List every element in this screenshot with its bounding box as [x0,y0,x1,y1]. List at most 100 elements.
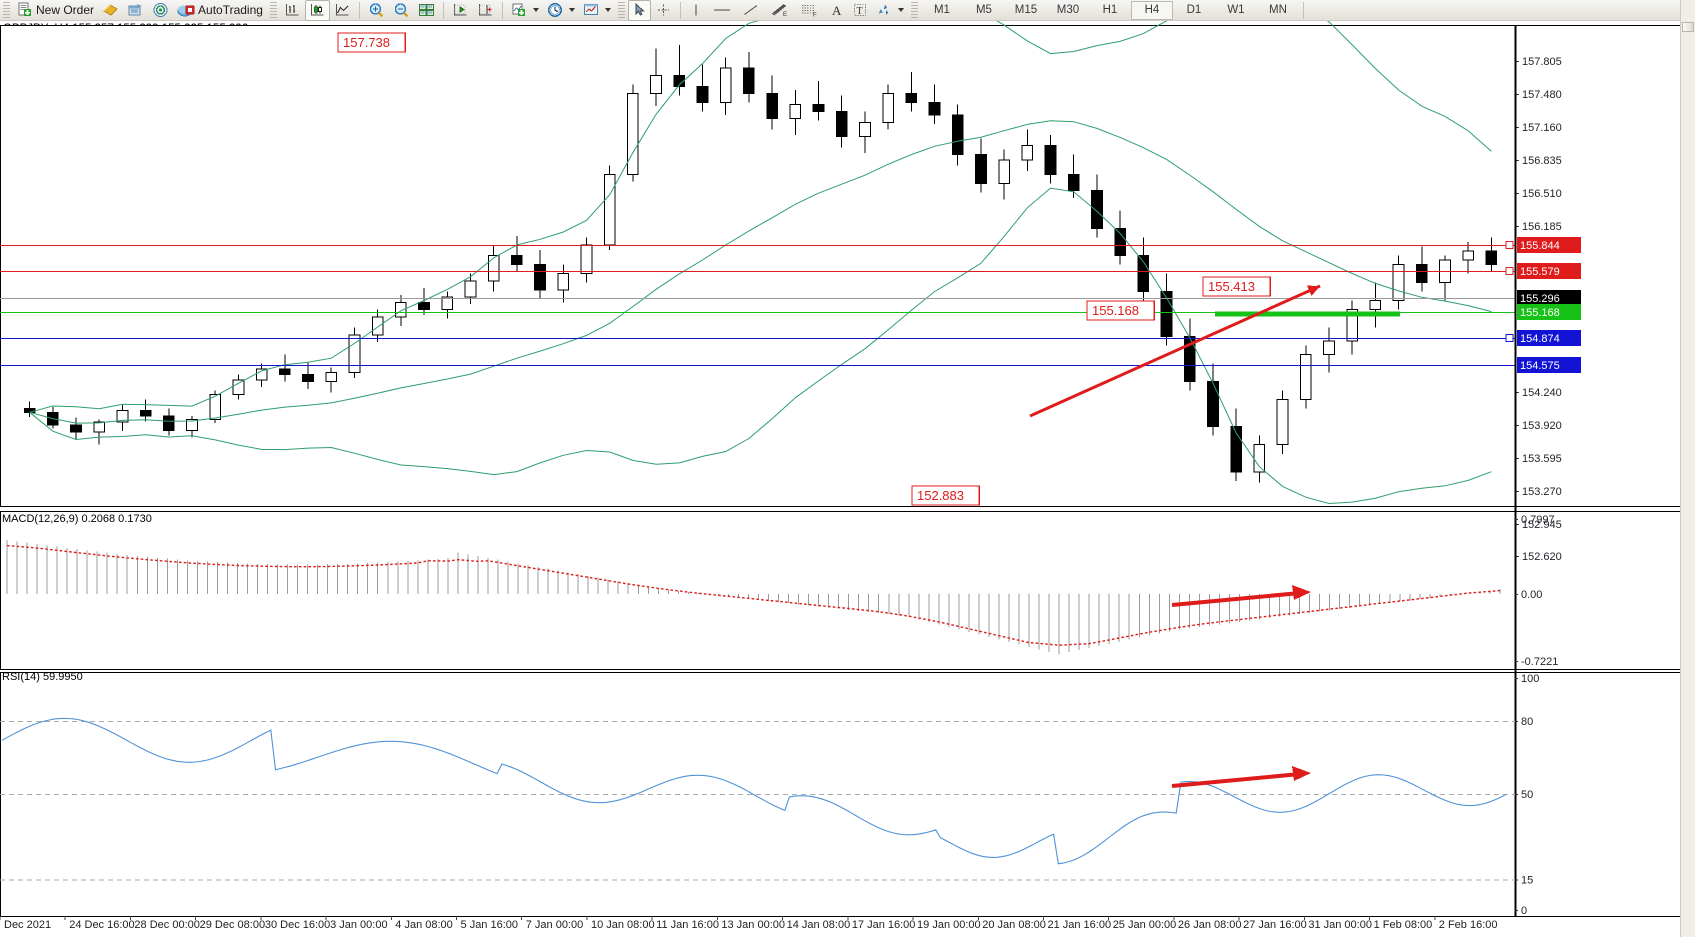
cursor-icon [635,2,645,16]
shapes-dropdown-caret[interactable] [897,8,904,12]
line-studies-grip[interactable] [617,1,625,19]
indicators-icon [512,3,525,16]
svg-text:155.844: 155.844 [1520,240,1560,252]
templates-dropdown-caret[interactable] [604,8,611,12]
signals-button[interactable] [148,0,173,21]
vertical-line-button[interactable] [685,0,707,21]
autotrading-label: AutoTrading [198,3,263,17]
autotrading-icon [177,5,195,17]
period-dropdown-caret[interactable] [568,8,575,12]
timeframe-h1[interactable]: H1 [1102,4,1118,16]
svg-text:156.510: 156.510 [1522,188,1562,200]
svg-text:156.835: 156.835 [1522,155,1562,167]
svg-text:0.00: 0.00 [1521,589,1542,601]
main-toolbar: New Order [0,0,1695,21]
timeframe-h4[interactable]: H4 [1130,0,1173,20]
chart-type-toolbar-grip[interactable] [269,1,277,19]
svg-text:155.168: 155.168 [1092,303,1139,318]
signals-icon [153,3,168,17]
svg-text:153.595: 153.595 [1522,453,1562,465]
svg-text:21 Jan 16:00: 21 Jan 16:00 [1047,919,1111,931]
timeframe-m1[interactable]: M1 [933,4,950,16]
cursor-button[interactable] [627,0,651,21]
svg-text:27 Jan 16:00: 27 Jan 16:00 [1243,919,1307,931]
toolbar-grip[interactable] [3,1,10,19]
svg-text:10 Jan 08:00: 10 Jan 08:00 [591,919,655,931]
toolbar-separator-4 [679,1,681,19]
trendline-button[interactable] [737,0,765,21]
timeframe-d1[interactable]: D1 [1186,4,1202,16]
crosshair-button[interactable] [651,0,676,21]
svg-text:1 Feb 08:00: 1 Feb 08:00 [1374,919,1433,931]
horizontal-line-icon [713,9,730,11]
svg-text:155.168: 155.168 [1520,307,1560,319]
svg-text:20 Jan 08:00: 20 Jan 08:00 [982,919,1046,931]
svg-text:14 Jan 08:00: 14 Jan 08:00 [787,919,851,931]
svg-text:7 Jan 00:00: 7 Jan 00:00 [526,919,584,931]
svg-text:28 Dec 00:00: 28 Dec 00:00 [134,919,199,931]
svg-text:50: 50 [1521,789,1533,801]
line-chart-button[interactable] [330,0,355,21]
fibonacci-icon: F [801,5,817,18]
label-icon: T [853,4,866,17]
bar-chart-button[interactable] [280,0,305,21]
rsi-indicator-title: RSI(14) 59.9950 [2,671,83,683]
templates-button[interactable] [579,0,615,21]
svg-text:154.575: 154.575 [1520,360,1560,372]
vertical-scrollbar[interactable] [1680,0,1695,937]
svg-text:4 Jan 08:00: 4 Jan 08:00 [395,919,453,931]
indicators-button[interactable] [507,0,543,21]
svg-text:157.738: 157.738 [343,35,390,50]
shapes-button[interactable] [872,0,908,21]
svg-text:17 Jan 16:00: 17 Jan 16:00 [852,919,916,931]
label-button[interactable]: T [848,0,872,21]
zoom-in-button[interactable] [364,0,389,21]
svg-text:157.160: 157.160 [1522,122,1562,134]
text-button[interactable]: A [825,0,848,21]
tile-windows-button[interactable] [414,0,439,21]
svg-text:152.883: 152.883 [917,488,964,503]
auto-scroll-icon [478,4,492,16]
expert-advisor-button[interactable] [98,0,123,21]
svg-text:E: E [783,12,787,18]
horizontal-line-button[interactable] [707,0,737,21]
new-order-button[interactable]: New Order [13,0,98,21]
svg-text:29 Dec 08:00: 29 Dec 08:00 [200,919,265,931]
fibonacci-button[interactable]: F [795,0,825,21]
svg-text:80: 80 [1521,716,1533,728]
timeframe-m30[interactable]: M30 [1056,4,1080,16]
new-order-label: New Order [36,3,95,17]
scrollbar-thumb[interactable] [1682,22,1694,32]
period-icon [547,3,562,17]
svg-text:24 Dec 16:00: 24 Dec 16:00 [69,919,134,931]
svg-text:30 Dec 16:00: 30 Dec 16:00 [265,919,330,931]
indicators-dropdown-caret[interactable] [532,8,539,12]
auto-scroll-button[interactable] [473,0,498,21]
toolbar-separator-1 [358,1,360,19]
svg-text:19 Jan 00:00: 19 Jan 00:00 [917,919,981,931]
chart-shift-button[interactable] [448,0,473,21]
candlestick-chart-button[interactable] [304,0,330,21]
timeframe-mn[interactable]: MN [1269,4,1287,16]
period-button[interactable] [543,0,579,21]
chart-shift-icon [453,4,467,16]
autotrading-button[interactable]: AutoTrading [173,0,267,21]
timeframe-m5[interactable]: M5 [975,4,992,16]
equidistant-channel-button[interactable]: E [765,0,795,21]
shapes-icon [878,4,889,15]
svg-text:153.920: 153.920 [1522,420,1562,432]
svg-text:2 Feb 16:00: 2 Feb 16:00 [1439,919,1498,931]
chart-canvas[interactable]: 157.738 155.413 155.168 152.883 157.805 157.4… [0,21,1695,937]
bar-chart-icon [285,4,299,16]
zoom-out-button[interactable] [389,0,414,21]
svg-text:154.240: 154.240 [1522,387,1562,399]
timeframe-w1[interactable]: W1 [1227,4,1245,16]
svg-text:100: 100 [1521,673,1539,685]
new-order-icon [18,2,31,16]
svg-text:0.7997: 0.7997 [1521,514,1555,526]
text-icon: A [832,3,842,18]
timeframe-toolbar-grip[interactable] [910,1,918,19]
timeframe-m15[interactable]: M15 [1014,4,1038,16]
data-window-button[interactable] [123,0,148,21]
macd-indicator-title: MACD(12,26,9) 0.2068 0.1730 [2,513,152,525]
